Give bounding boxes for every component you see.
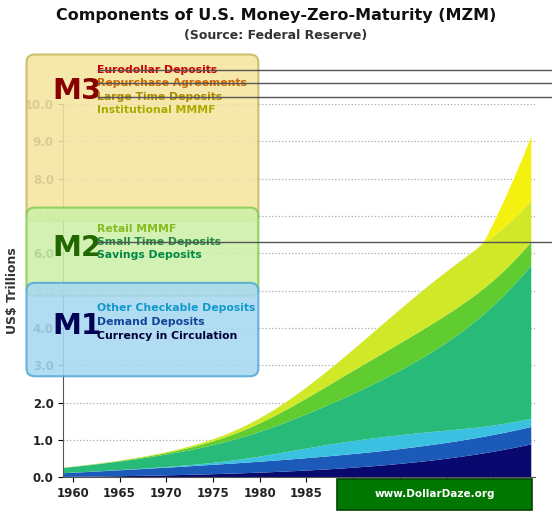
Text: Components of U.S. Money-Zero-Maturity (MZM): Components of U.S. Money-Zero-Maturity (… (56, 8, 496, 23)
Text: M2: M2 (52, 234, 102, 262)
Text: Institutional MMMF: Institutional MMMF (97, 105, 215, 115)
Text: Large Time Deposits: Large Time Deposits (97, 91, 222, 102)
Text: M3: M3 (52, 77, 102, 105)
Text: Demand Deposits: Demand Deposits (97, 317, 204, 327)
Text: www.DollarDaze.org: www.DollarDaze.org (375, 489, 495, 499)
Text: Other Checkable Deposits: Other Checkable Deposits (97, 303, 255, 313)
Text: Currency in Circulation: Currency in Circulation (97, 331, 237, 342)
Text: Savings Deposits: Savings Deposits (97, 250, 201, 261)
Text: Retail MMMF: Retail MMMF (97, 224, 176, 235)
Text: Repurchase Agreements: Repurchase Agreements (97, 78, 247, 88)
Text: M1: M1 (52, 312, 102, 340)
Text: Small Time Deposits: Small Time Deposits (97, 237, 221, 248)
Y-axis label: US$ Trillions: US$ Trillions (6, 247, 19, 334)
Text: (Source: Federal Reserve): (Source: Federal Reserve) (184, 29, 368, 42)
Text: Eurodollar Deposits: Eurodollar Deposits (97, 64, 217, 75)
